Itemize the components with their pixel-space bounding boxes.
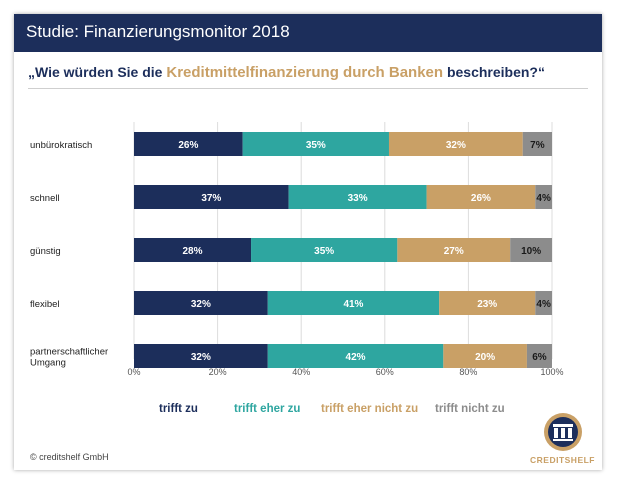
data-label: 6% [532, 352, 547, 363]
data-label: 35% [306, 140, 326, 151]
bar-segment [242, 132, 389, 156]
question-highlight: Kreditmittelfinanzierung durch Banken [166, 64, 444, 81]
stacked-bar-chart: 0% 20% 40% 60% 80% 100% unbürokratisch 26% 35% 32… [30, 122, 564, 377]
data-label: 28% [183, 246, 203, 257]
data-label: 37% [201, 193, 221, 204]
question-suffix: beschreiben?“ [443, 64, 545, 80]
bar-segment [439, 291, 536, 315]
bar-segment [251, 238, 398, 262]
bar-segment [510, 238, 552, 262]
data-label: 32% [191, 352, 211, 363]
data-label: 10% [521, 246, 541, 257]
creditshelf-logo-icon [544, 413, 582, 451]
x-tick-label: 40% [292, 367, 310, 377]
bar-segment [443, 344, 527, 368]
data-label: 4% [536, 193, 551, 204]
logo-wordmark: CREDITSHELF [530, 455, 595, 465]
data-label: 26% [471, 193, 491, 204]
data-label: 32% [191, 299, 211, 310]
bar-segment [535, 291, 552, 315]
bar-segment [388, 132, 523, 156]
bar-segment [134, 238, 252, 262]
data-label: 27% [444, 246, 464, 257]
bar-segment [134, 132, 243, 156]
slide-title: Studie: Finanzierungsmonitor 2018 [26, 22, 290, 41]
data-label: 26% [178, 140, 198, 151]
bar-segment [134, 291, 268, 315]
category-label: flexibel [30, 299, 60, 310]
legend-item: trifft eher zu [234, 403, 301, 415]
category-label: günstig [30, 246, 61, 257]
question-divider [28, 88, 588, 89]
category-label: partnerschaftlicher [30, 347, 108, 358]
bar-segment [535, 185, 552, 209]
slide: Studie: Finanzierungsmonitor 2018 „Wie w… [14, 14, 602, 470]
copyright-notice: © creditshelf GmbH [30, 452, 109, 462]
bar-segment [426, 185, 536, 209]
bar-segment [134, 185, 289, 209]
survey-question: „Wie würden Sie die Kreditmittelfinanzie… [28, 64, 545, 81]
question-prefix: „Wie würden Sie die [28, 64, 167, 80]
bar-segment [288, 185, 427, 209]
x-tick-label: 60% [376, 367, 394, 377]
data-label: 23% [477, 299, 497, 310]
x-tick-label: 20% [209, 367, 227, 377]
data-label: 20% [475, 352, 495, 363]
bar-segment [267, 291, 440, 315]
category-label: Umgang [30, 358, 66, 369]
data-label: 33% [348, 193, 368, 204]
title-bar: Studie: Finanzierungsmonitor 2018 [14, 14, 602, 52]
data-label: 7% [530, 140, 545, 151]
x-tick-label: 80% [459, 367, 477, 377]
bar-segment [522, 132, 552, 156]
category-label: unbürokratisch [30, 140, 92, 151]
category-label: schnell [30, 193, 60, 204]
data-label: 35% [314, 246, 334, 257]
bar-segment [397, 238, 511, 262]
x-tick-label: 100% [540, 367, 563, 377]
data-label: 32% [446, 140, 466, 151]
data-label: 4% [536, 299, 551, 310]
data-label: 42% [346, 352, 366, 363]
x-tick-label: 0% [127, 367, 140, 377]
bar-segment [134, 344, 268, 368]
legend-item: trifft zu [159, 403, 198, 415]
legend-item: trifft nicht zu [435, 403, 505, 415]
bar-segment [267, 344, 444, 368]
data-label: 41% [343, 299, 363, 310]
bar-segment [526, 344, 552, 368]
legend-item: trifft eher nicht zu [321, 403, 419, 415]
